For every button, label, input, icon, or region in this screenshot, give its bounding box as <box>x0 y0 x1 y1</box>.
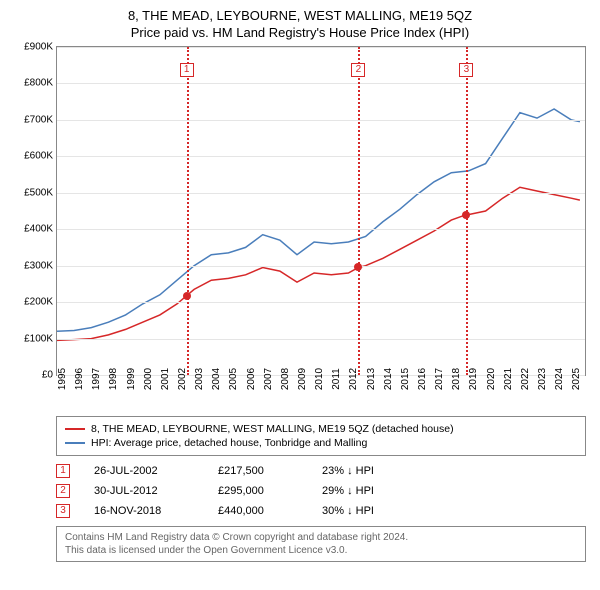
x-tick-label: 2001 <box>160 368 171 390</box>
x-tick-label: 2003 <box>194 368 205 390</box>
footer-line: This data is licensed under the Open Gov… <box>65 544 577 557</box>
x-tick-label: 2014 <box>383 368 394 390</box>
transaction-marker: 3 <box>56 504 70 518</box>
chart-container: 8, THE MEAD, LEYBOURNE, WEST MALLING, ME… <box>0 0 600 590</box>
transaction-row: 1 26-JUL-2002 £217,500 23% ↓ HPI <box>56 464 586 478</box>
x-tick-label: 2016 <box>417 368 428 390</box>
x-tick-label: 2023 <box>537 368 548 390</box>
title-block: 8, THE MEAD, LEYBOURNE, WEST MALLING, ME… <box>8 8 592 40</box>
x-tick-label: 2025 <box>571 368 582 390</box>
chart-plot-area: £0£100K£200K£300K£400K£500K£600K£700K£80… <box>56 46 586 376</box>
transaction-marker: 1 <box>56 464 70 478</box>
transaction-marker: 2 <box>56 484 70 498</box>
x-tick-label: 2006 <box>246 368 257 390</box>
event-dot <box>462 211 470 219</box>
gridline <box>57 302 585 303</box>
event-vline <box>358 47 360 375</box>
event-dot <box>354 263 362 271</box>
title-subtitle: Price paid vs. HM Land Registry's House … <box>8 25 592 40</box>
legend-item: HPI: Average price, detached house, Tonb… <box>65 437 577 449</box>
transaction-price: £440,000 <box>218 505 298 517</box>
y-tick-label: £800K <box>24 78 53 89</box>
legend-swatch <box>65 428 85 430</box>
transaction-row: 2 30-JUL-2012 £295,000 29% ↓ HPI <box>56 484 586 498</box>
x-tick-label: 2005 <box>228 368 239 390</box>
x-tick-label: 1995 <box>57 368 68 390</box>
x-tick-label: 2021 <box>503 368 514 390</box>
gridline <box>57 266 585 267</box>
legend-label: 8, THE MEAD, LEYBOURNE, WEST MALLING, ME… <box>91 423 454 435</box>
transaction-date: 30-JUL-2012 <box>94 485 194 497</box>
gridline <box>57 156 585 157</box>
footer-attribution: Contains HM Land Registry data © Crown c… <box>56 526 586 562</box>
transaction-row: 3 16-NOV-2018 £440,000 30% ↓ HPI <box>56 504 586 518</box>
x-tick-label: 2010 <box>314 368 325 390</box>
y-tick-label: £200K <box>24 297 53 308</box>
x-tick-label: 2018 <box>451 368 462 390</box>
x-tick-label: 1998 <box>108 368 119 390</box>
y-tick-label: £100K <box>24 333 53 344</box>
x-tick-label: 1999 <box>126 368 137 390</box>
event-vline <box>187 47 189 375</box>
transaction-delta: 29% ↓ HPI <box>322 485 374 497</box>
legend-swatch <box>65 442 85 444</box>
y-tick-label: £400K <box>24 224 53 235</box>
transaction-price: £295,000 <box>218 485 298 497</box>
y-tick-label: £300K <box>24 260 53 271</box>
legend-item: 8, THE MEAD, LEYBOURNE, WEST MALLING, ME… <box>65 423 577 435</box>
x-tick-label: 1996 <box>74 368 85 390</box>
transaction-date: 16-NOV-2018 <box>94 505 194 517</box>
y-tick-label: £600K <box>24 151 53 162</box>
event-dot <box>183 292 191 300</box>
gridline <box>57 120 585 121</box>
y-tick-label: £700K <box>24 114 53 125</box>
x-tick-label: 2022 <box>520 368 531 390</box>
transactions-table: 1 26-JUL-2002 £217,500 23% ↓ HPI 2 30-JU… <box>56 464 586 518</box>
x-tick-label: 2009 <box>297 368 308 390</box>
transaction-date: 26-JUL-2002 <box>94 465 194 477</box>
gridline <box>57 229 585 230</box>
x-tick-label: 2015 <box>400 368 411 390</box>
x-tick-label: 1997 <box>91 368 102 390</box>
series-line-hpi <box>57 109 580 331</box>
gridline <box>57 83 585 84</box>
x-tick-label: 2024 <box>554 368 565 390</box>
event-marker-box: 1 <box>180 63 194 77</box>
series-line-property <box>57 187 580 340</box>
gridline <box>57 47 585 48</box>
transaction-delta: 23% ↓ HPI <box>322 465 374 477</box>
y-tick-label: £500K <box>24 187 53 198</box>
transaction-delta: 30% ↓ HPI <box>322 505 374 517</box>
x-tick-label: 2019 <box>468 368 479 390</box>
x-tick-label: 2011 <box>331 368 342 390</box>
y-tick-label: £0 <box>42 370 53 381</box>
y-tick-label: £900K <box>24 42 53 53</box>
x-tick-label: 2013 <box>366 368 377 390</box>
gridline <box>57 339 585 340</box>
x-tick-label: 2017 <box>434 368 445 390</box>
x-tick-label: 2007 <box>263 368 274 390</box>
x-tick-label: 2000 <box>143 368 154 390</box>
transaction-price: £217,500 <box>218 465 298 477</box>
event-marker-box: 3 <box>459 63 473 77</box>
title-address: 8, THE MEAD, LEYBOURNE, WEST MALLING, ME… <box>8 8 592 23</box>
x-tick-label: 2004 <box>211 368 222 390</box>
legend-label: HPI: Average price, detached house, Tonb… <box>91 437 367 449</box>
gridline <box>57 193 585 194</box>
footer-line: Contains HM Land Registry data © Crown c… <box>65 531 577 544</box>
x-tick-label: 2020 <box>486 368 497 390</box>
event-marker-box: 2 <box>351 63 365 77</box>
chart-svg <box>57 47 585 375</box>
legend: 8, THE MEAD, LEYBOURNE, WEST MALLING, ME… <box>56 416 586 456</box>
x-tick-label: 2008 <box>280 368 291 390</box>
